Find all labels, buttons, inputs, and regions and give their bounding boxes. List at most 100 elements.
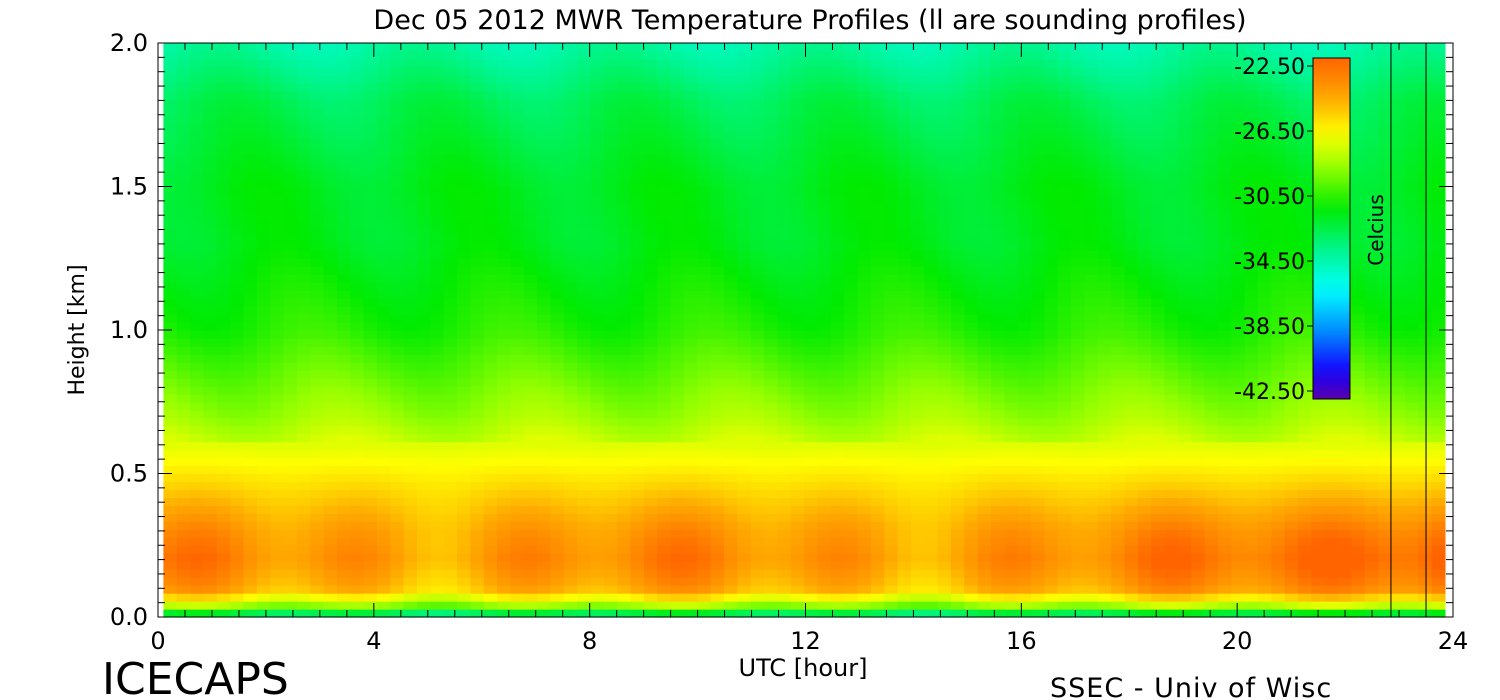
heatmap-cell [710, 545, 725, 554]
heatmap-cell [270, 106, 285, 116]
heatmap-cell [964, 601, 979, 610]
heatmap-cell [817, 457, 832, 467]
heatmap-cell [804, 178, 819, 188]
heatmap-cell [376, 234, 391, 243]
heatmap-cell [176, 306, 191, 315]
heatmap-cell [363, 154, 378, 164]
heatmap-cell [523, 553, 538, 562]
heatmap-cell [830, 266, 845, 275]
heatmap-cell [724, 417, 739, 427]
heatmap-cell [230, 577, 245, 586]
heatmap-cell [550, 106, 565, 116]
heatmap-cell [657, 210, 672, 219]
heatmap-cell [817, 218, 832, 227]
heatmap-cell [296, 425, 311, 435]
heatmap-cell [270, 322, 285, 331]
heatmap-cell [270, 529, 285, 538]
heatmap-cell [777, 465, 792, 475]
heatmap-cell [777, 146, 792, 156]
heatmap-cell [710, 50, 725, 60]
heatmap-cell [750, 282, 765, 291]
heatmap-cell [443, 353, 458, 363]
heatmap-cell [830, 545, 845, 554]
heatmap-cell [457, 441, 472, 451]
heatmap-cell [790, 497, 805, 506]
heatmap-cell [710, 82, 725, 92]
heatmap-cell [1071, 210, 1086, 219]
heatmap-cell [336, 50, 351, 60]
heatmap-cell [750, 146, 765, 156]
heatmap-cell [523, 154, 538, 164]
heatmap-cell [510, 98, 525, 108]
heatmap-cell [403, 146, 418, 156]
heatmap-cell [897, 489, 912, 499]
heatmap-cell [977, 481, 992, 491]
heatmap-cell [1071, 74, 1086, 84]
heatmap-cell [563, 385, 578, 395]
heatmap-cell [363, 561, 378, 570]
heatmap-cell [950, 433, 965, 443]
heatmap-cell [991, 489, 1005, 499]
heatmap-cell [630, 433, 645, 443]
heatmap-cell [764, 449, 779, 459]
heatmap-cell [190, 425, 205, 435]
heatmap-cell [470, 210, 485, 219]
heatmap-cell [884, 194, 899, 204]
heatmap-cell [363, 481, 378, 491]
heatmap-cell [523, 66, 538, 76]
heatmap-cell [363, 449, 378, 459]
heatmap-cell [243, 330, 258, 339]
heatmap-cell [537, 401, 552, 411]
heatmap-cell [737, 130, 752, 140]
heatmap-cell [457, 369, 472, 379]
heatmap-cell [323, 569, 338, 578]
heatmap-cell [577, 218, 592, 227]
heatmap-cell [1071, 425, 1086, 435]
heatmap-cell [550, 74, 565, 84]
heatmap-cell [563, 529, 578, 538]
heatmap-cell [523, 505, 538, 514]
heatmap-cell [470, 377, 485, 387]
heatmap-cell [243, 593, 258, 602]
heatmap-cell [403, 170, 418, 180]
heatmap-cell [483, 322, 498, 331]
heatmap-cell [790, 545, 805, 554]
heatmap-cell [163, 138, 178, 148]
heatmap-cell [764, 369, 779, 379]
heatmap-cell [243, 250, 258, 259]
heatmap-cell [870, 465, 885, 475]
heatmap-cell [630, 74, 645, 84]
heatmap-cell [830, 537, 845, 546]
heatmap-cell [710, 282, 725, 291]
heatmap-cell [1084, 417, 1099, 427]
heatmap-cell [483, 505, 498, 514]
heatmap-cell [870, 529, 885, 538]
heatmap-cell [977, 82, 992, 92]
heatmap-cell [483, 154, 498, 164]
heatmap-cell [857, 66, 872, 76]
heatmap-cell [457, 298, 472, 307]
heatmap-cell [203, 114, 218, 124]
heatmap-cell [163, 345, 178, 355]
heatmap-cell [203, 43, 218, 52]
heatmap-cell [657, 537, 672, 546]
heatmap-cell [510, 82, 525, 92]
heatmap-cell [163, 593, 178, 602]
heatmap-cell [470, 186, 485, 196]
heatmap-cell [991, 298, 1005, 307]
heatmap-cell [363, 170, 378, 180]
heatmap-cell [670, 218, 685, 227]
heatmap-cell [470, 82, 485, 92]
heatmap-cell [750, 154, 765, 164]
heatmap-cell [1071, 218, 1086, 227]
heatmap-cell [216, 74, 231, 84]
heatmap-cell [523, 529, 538, 538]
heatmap-cell [230, 545, 245, 554]
heatmap-cell [764, 258, 779, 267]
heatmap-cell [176, 505, 191, 514]
heatmap-cell [350, 282, 365, 291]
heatmap-cell [897, 377, 912, 387]
heatmap-cell [470, 266, 485, 275]
heatmap-cell [1057, 98, 1072, 108]
heatmap-cell [724, 585, 739, 594]
